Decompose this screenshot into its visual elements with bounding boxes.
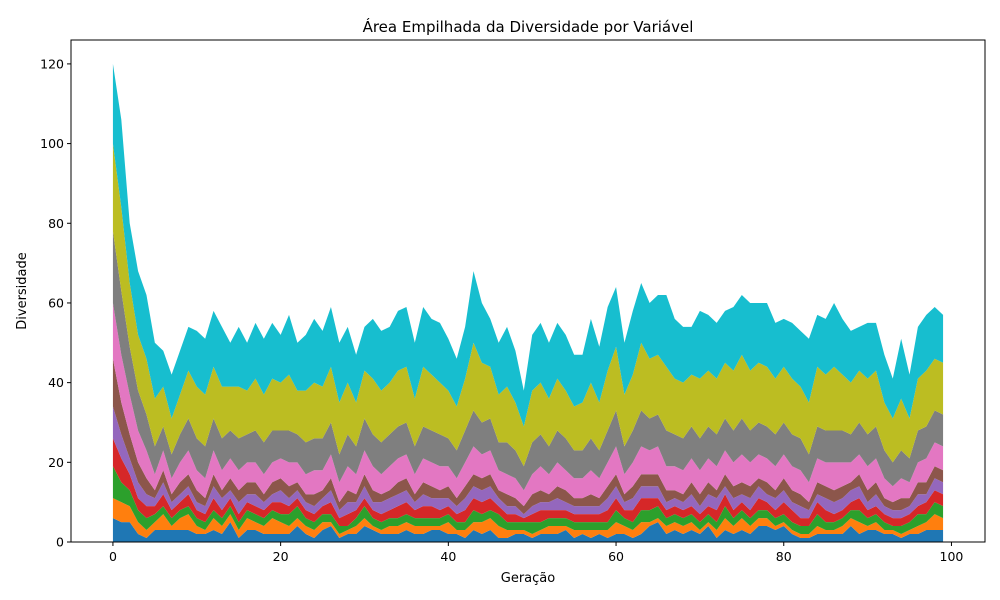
area-series-6 bbox=[112, 358, 944, 515]
x-tick-label: 80 bbox=[776, 549, 792, 564]
y-tick-label: 40 bbox=[48, 375, 64, 390]
area-layers bbox=[112, 63, 944, 542]
area-series-1 bbox=[112, 518, 944, 542]
y-tick-label: 60 bbox=[48, 295, 64, 310]
y-tick-label: 80 bbox=[48, 216, 64, 231]
y-tick-label: 20 bbox=[48, 455, 64, 470]
area-series-7 bbox=[112, 302, 944, 507]
y-tick-label: 120 bbox=[40, 56, 64, 71]
y-tick-label: 0 bbox=[56, 535, 64, 550]
x-tick-label: 100 bbox=[940, 549, 964, 564]
x-axis-label: Geração bbox=[501, 571, 555, 586]
area-series-9 bbox=[112, 143, 944, 467]
x-tick-label: 0 bbox=[109, 549, 117, 564]
area-series-10 bbox=[112, 63, 944, 427]
y-axis-ticks: 0 20 40 60 80 100 120 bbox=[40, 56, 71, 550]
x-axis-ticks: 0 20 40 60 80 100 bbox=[109, 542, 963, 564]
area-series-5 bbox=[112, 406, 944, 519]
area-series-3 bbox=[112, 466, 944, 535]
plot-frame bbox=[70, 39, 986, 543]
x-tick-label: 40 bbox=[440, 549, 456, 564]
area-series-8 bbox=[112, 231, 944, 491]
chart-title: Área Empilhada da Diversidade por Variáv… bbox=[363, 17, 694, 36]
y-axis-label: Diversidade bbox=[15, 252, 30, 330]
x-tick-label: 20 bbox=[273, 549, 289, 564]
area-series-2 bbox=[112, 498, 944, 539]
x-tick-label: 60 bbox=[608, 549, 624, 564]
y-tick-label: 100 bbox=[40, 136, 64, 151]
